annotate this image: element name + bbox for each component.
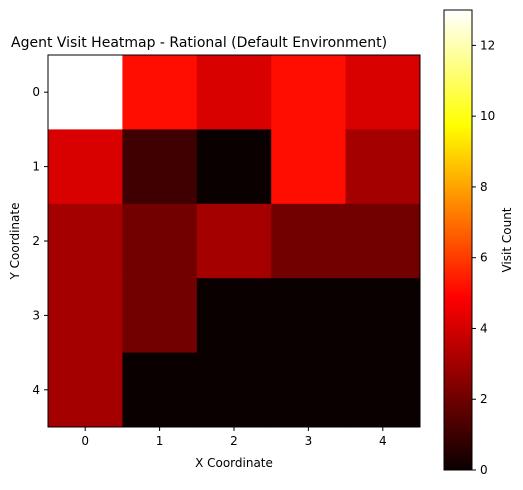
colorbar-tick-label: 8 bbox=[480, 180, 488, 194]
heatmap-cell bbox=[122, 129, 198, 205]
colorbar-tick-label: 10 bbox=[480, 109, 495, 123]
heatmap-cell bbox=[48, 55, 123, 130]
heatmap-cells bbox=[48, 55, 421, 428]
heatmap-cell bbox=[196, 278, 272, 354]
chart-title: Agent Visit Heatmap - Rational (Default … bbox=[11, 35, 387, 51]
colorbar-tick-label: 12 bbox=[480, 38, 495, 52]
y-tick-label: 4 bbox=[32, 383, 40, 397]
heatmap-cell bbox=[345, 278, 421, 354]
colorbar-tick-label: 4 bbox=[480, 321, 488, 335]
heatmap-cell bbox=[196, 129, 272, 205]
y-axis-ticks: 0 1 2 3 4 bbox=[32, 85, 48, 397]
y-tick-label: 3 bbox=[32, 308, 40, 322]
colorbar-tick-label: 0 bbox=[480, 463, 488, 477]
heatmap-cell bbox=[196, 203, 272, 279]
x-tick-label: 4 bbox=[379, 434, 387, 448]
heatmap-cell bbox=[48, 129, 123, 205]
colorbar-tick-label: 2 bbox=[480, 392, 488, 406]
y-tick-label: 0 bbox=[32, 85, 40, 99]
heatmap-cell bbox=[271, 129, 347, 205]
heatmap-cell bbox=[122, 278, 198, 354]
x-axis-ticks: 0 1 2 3 4 bbox=[81, 427, 387, 448]
heatmap-cell bbox=[271, 352, 347, 428]
heatmap-cell bbox=[48, 352, 123, 428]
heatmap-cell bbox=[271, 278, 347, 354]
x-tick-label: 1 bbox=[156, 434, 164, 448]
heatmap-cell bbox=[345, 203, 421, 279]
colorbar-label: Visit Count bbox=[500, 207, 514, 272]
heatmap-cell bbox=[271, 55, 347, 130]
x-tick-label: 2 bbox=[230, 434, 238, 448]
x-axis-label: X Coordinate bbox=[195, 456, 273, 470]
y-tick-label: 2 bbox=[32, 234, 40, 248]
heatmap-cell bbox=[122, 55, 198, 130]
heatmap-cell bbox=[196, 352, 272, 428]
colorbar-ticks: 0 2 4 6 8 10 12 bbox=[472, 38, 495, 477]
x-tick-label: 3 bbox=[305, 434, 313, 448]
y-axis-label: Y Coordinate bbox=[8, 203, 22, 281]
heatmap-cell bbox=[48, 203, 123, 279]
x-tick-label: 0 bbox=[81, 434, 89, 448]
heatmap-cell bbox=[48, 278, 123, 354]
colorbar bbox=[443, 9, 473, 471]
heatmap-cell bbox=[122, 203, 198, 279]
heatmap-cell bbox=[345, 129, 421, 205]
heatmap-cell bbox=[345, 352, 421, 428]
y-tick-label: 1 bbox=[32, 160, 40, 174]
heatmap-cell bbox=[122, 352, 198, 428]
heatmap-cell bbox=[271, 203, 347, 279]
colorbar-tick-label: 6 bbox=[480, 251, 488, 265]
heatmap-cell bbox=[345, 55, 421, 130]
heatmap-cell bbox=[196, 55, 272, 130]
